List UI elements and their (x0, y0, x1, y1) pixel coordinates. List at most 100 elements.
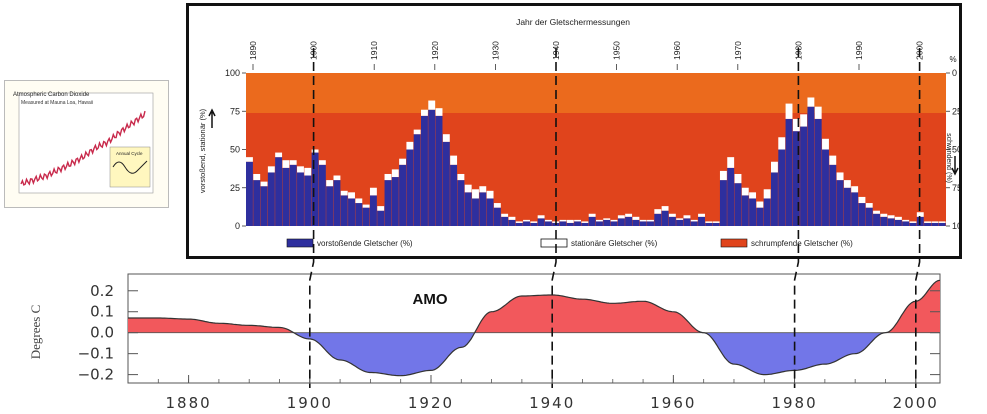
bar-stationary (377, 206, 385, 211)
amo-title: AMO (413, 291, 448, 308)
glacier-legend: vorstoßende Gletscher (%) stationäre Gle… (286, 238, 853, 248)
bar-stationary (887, 215, 895, 219)
bar-advancing (428, 109, 436, 226)
bar-stationary (909, 221, 917, 223)
bar-stationary (493, 203, 501, 208)
bar-advancing (938, 222, 946, 226)
bar-stationary (515, 221, 523, 223)
left-tick-label: 75 (230, 106, 240, 116)
amo-positive-area (128, 318, 295, 333)
bar-stationary (348, 192, 355, 199)
bar-stationary (340, 190, 348, 196)
bar-advancing (829, 164, 837, 226)
bar-advancing (523, 221, 530, 226)
bar-advancing (304, 175, 312, 226)
bar-stationary (523, 219, 530, 222)
year-tick-label: 2000 (915, 41, 925, 60)
bar-stationary (610, 219, 618, 222)
bar-stationary (792, 118, 800, 132)
bar-stationary (289, 160, 297, 165)
arrow-down-icon (951, 156, 959, 176)
legend-swatch-shrinking (720, 238, 748, 248)
bar-stationary (333, 175, 341, 181)
bar-stationary (275, 152, 283, 158)
bar-stationary (683, 215, 691, 219)
bar-stationary (552, 221, 560, 223)
glacier-left-axis-label: vorstoßend, stationär (%) (198, 108, 207, 193)
bar-stationary (369, 187, 377, 196)
bar-stationary (938, 221, 946, 223)
bar-advancing (639, 221, 647, 226)
bar-stationary (501, 213, 509, 217)
bar-advancing (479, 192, 487, 226)
bar-advancing (756, 207, 764, 226)
glacier-chart-frame: Jahr der Gletschermessungen 1890 1900 1910… (186, 3, 962, 259)
bar-advancing (690, 221, 698, 226)
bar-stationary (924, 221, 932, 223)
bar-advancing (625, 216, 633, 226)
bar-advancing (734, 183, 742, 226)
bar-stationary (596, 219, 603, 222)
bar-stationary (603, 218, 611, 220)
bar-advancing (260, 186, 268, 226)
bar-stationary (741, 187, 749, 196)
amo-curve (128, 279, 941, 377)
bar-advancing (450, 164, 458, 226)
bar-stationary (260, 181, 268, 187)
bar-stationary (778, 137, 786, 150)
bar-stationary (756, 201, 764, 208)
bar-advancing (596, 221, 603, 226)
bar-advancing (909, 222, 917, 226)
legend-swatch-stationary (540, 238, 568, 248)
amo-negative-area (294, 332, 476, 376)
bar-stationary (894, 216, 902, 220)
co2-annual-cycle-box (109, 146, 151, 188)
bar-stationary (391, 169, 399, 178)
bar-stationary (421, 109, 428, 116)
legend-swatch-advancing (286, 238, 314, 248)
bar-stationary (719, 170, 727, 181)
year-tick-label: 1990 (854, 41, 864, 60)
bar-advancing (843, 187, 851, 226)
bar-advancing (749, 198, 757, 226)
amo-x-ticks: 1880 1900 1920 1940 1960 1980 2000 (127, 375, 937, 412)
bar-stationary (282, 160, 290, 168)
bar-advancing (508, 219, 516, 226)
bar-advancing (384, 180, 392, 226)
bar-stationary (800, 114, 808, 127)
bar-stationary (873, 210, 880, 214)
bar-stationary (479, 186, 487, 193)
left-tick-label: 0 (235, 221, 240, 231)
glacier-right-axis-label: schwindend (%) (945, 133, 952, 183)
bar-stationary (676, 218, 684, 220)
bar-stationary (311, 149, 319, 153)
co2-trend-group (20, 110, 146, 186)
bar-advancing (537, 218, 545, 226)
bar-advancing (668, 216, 676, 226)
bar-stationary (829, 155, 837, 165)
bar-stationary (639, 219, 647, 222)
bar-stationary (734, 173, 742, 184)
bar-advancing (275, 157, 283, 226)
bar-stationary (384, 173, 392, 181)
bar-stationary (668, 213, 676, 217)
bar-advancing (369, 195, 377, 226)
arrow-up-icon (208, 108, 216, 128)
amo-x-tick-label: 1940 (529, 394, 575, 412)
bar-stationary (581, 221, 589, 223)
bar-advancing (865, 207, 873, 226)
left-tick-label: 50 (230, 145, 240, 155)
right-tick-label: 100 (952, 221, 959, 231)
bar-stationary (822, 138, 829, 150)
bar-stationary (362, 204, 370, 208)
bar-advancing (457, 180, 465, 226)
bar-advancing (282, 167, 290, 226)
amo-y-tick-label: 0.2 (90, 282, 114, 300)
bar-advancing (355, 203, 363, 226)
bar-stationary (559, 219, 567, 222)
bar-stationary (428, 100, 436, 110)
co2-subtitle: Measured at Mauna Loa, Hawaii (21, 100, 93, 106)
bar-stationary (537, 215, 545, 219)
bar-advancing (348, 198, 355, 226)
amo-positive-area (887, 280, 940, 333)
